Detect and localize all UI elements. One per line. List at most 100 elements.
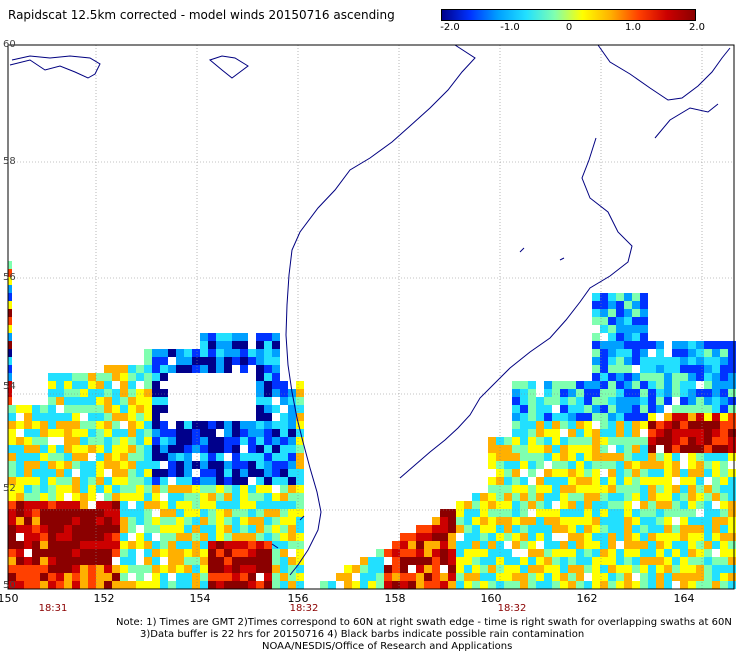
field-cell [624, 461, 632, 469]
field-cell [640, 517, 648, 525]
field-cell [208, 549, 216, 557]
field-cell [248, 557, 256, 565]
field-cell [480, 549, 488, 557]
field-cell [136, 501, 144, 509]
field-cell [584, 549, 592, 557]
field-cell [608, 509, 616, 517]
field-cell [168, 445, 176, 453]
field-cell [720, 549, 728, 557]
field-cell [48, 429, 56, 437]
field-cell [720, 485, 728, 493]
field-cell [152, 357, 160, 365]
field-cell [224, 541, 232, 549]
field-cell [640, 477, 648, 485]
field-cell [8, 405, 16, 413]
field-cell [184, 349, 192, 357]
field-cell [608, 317, 616, 325]
field-cell [224, 477, 232, 485]
field-cell [504, 581, 512, 589]
field-cell [264, 581, 272, 589]
field-cell [64, 397, 72, 405]
field-cell [152, 549, 160, 557]
field-cell [600, 317, 608, 325]
field-cell [272, 573, 280, 581]
field-cell [616, 365, 624, 373]
field-cell [672, 437, 680, 445]
field-cell [608, 469, 616, 477]
field-cell [224, 509, 232, 517]
field-cell [64, 477, 72, 485]
field-cell [624, 477, 632, 485]
longitude-label: 150 [0, 592, 19, 605]
field-cell [432, 517, 440, 525]
field-cell [536, 413, 544, 421]
field-cell [216, 357, 224, 365]
field-cell [712, 397, 720, 405]
field-cell [480, 509, 488, 517]
field-cell [360, 581, 368, 589]
field-cell [728, 557, 736, 565]
field-cell [40, 517, 48, 525]
field-cell [232, 429, 240, 437]
field-cell [624, 381, 632, 389]
field-cell [240, 453, 248, 461]
field-cell [16, 541, 24, 549]
field-cell [48, 477, 56, 485]
field-cell [656, 525, 664, 533]
field-cell [264, 437, 272, 445]
field-cell [656, 469, 664, 477]
field-cell [544, 397, 552, 405]
field-cell [32, 573, 40, 581]
field-cell [640, 389, 648, 397]
field-cell [152, 413, 160, 421]
field-cell [288, 493, 296, 501]
field-cell [656, 549, 664, 557]
field-cell [568, 549, 576, 557]
field-cell [40, 565, 48, 573]
field-cell [704, 525, 712, 533]
field-cell [720, 357, 728, 365]
field-cell [600, 517, 608, 525]
field-cell [184, 469, 192, 477]
field-cell [608, 573, 616, 581]
field-cell [280, 573, 288, 581]
field-cell [136, 437, 144, 445]
field-cell [80, 421, 88, 429]
field-cell [160, 541, 168, 549]
field-cell [512, 581, 520, 589]
field-cell [8, 301, 12, 309]
field-cell [672, 509, 680, 517]
field-cell [608, 301, 616, 309]
field-cell [584, 541, 592, 549]
field-cell [48, 557, 56, 565]
field-cell [256, 437, 264, 445]
field-cell [664, 453, 672, 461]
field-cell [448, 541, 456, 549]
field-cell [232, 461, 240, 469]
field-cell [264, 461, 272, 469]
field-cell [280, 429, 288, 437]
field-cell [296, 509, 304, 517]
field-cell [176, 557, 184, 565]
field-cell [672, 533, 680, 541]
field-cell [288, 397, 296, 405]
field-cell [544, 557, 552, 565]
field-cell [104, 517, 112, 525]
field-cell [224, 341, 232, 349]
field-cell [624, 429, 632, 437]
field-cell [184, 549, 192, 557]
field-cell [704, 405, 712, 413]
colorbar [441, 9, 696, 21]
field-cell [720, 381, 728, 389]
field-cell [632, 357, 640, 365]
field-cell [672, 565, 680, 573]
field-cell [216, 349, 224, 357]
field-cell [528, 389, 536, 397]
field-cell [536, 485, 544, 493]
field-cell [96, 381, 104, 389]
field-cell [560, 485, 568, 493]
field-cell [136, 573, 144, 581]
field-cell [176, 485, 184, 493]
field-cell [560, 445, 568, 453]
field-cell [592, 445, 600, 453]
